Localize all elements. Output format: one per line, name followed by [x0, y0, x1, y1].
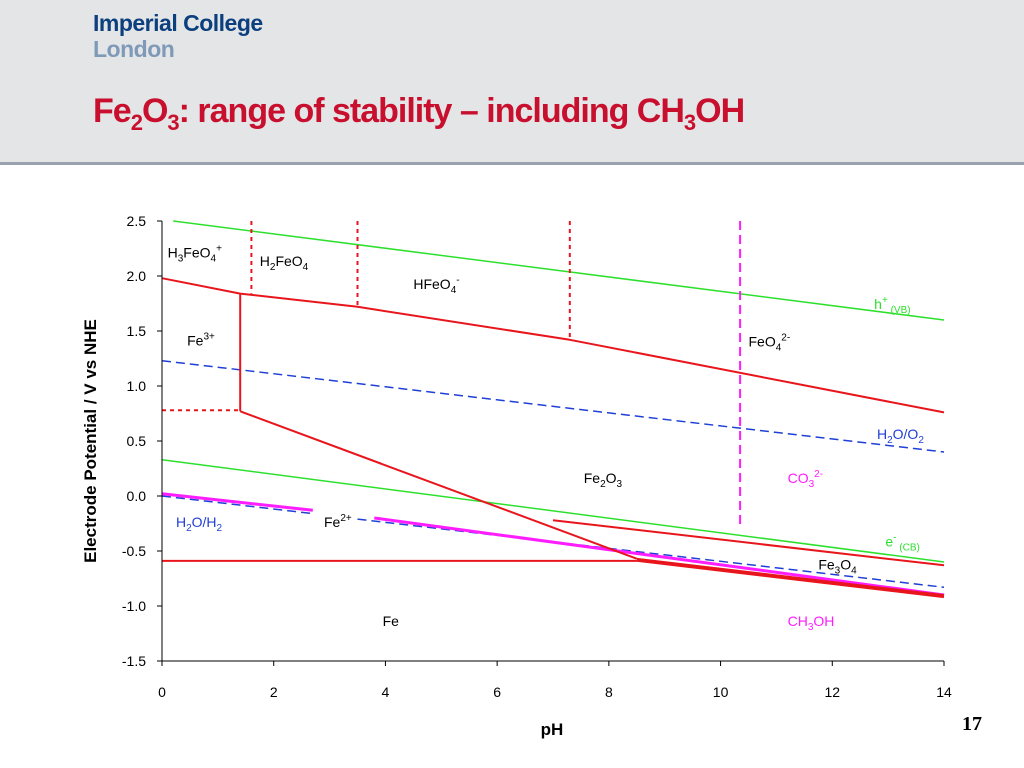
region-label: H2O/O2	[877, 426, 924, 446]
x-tick-label: 12	[824, 684, 840, 700]
y-tick-label: -1.5	[122, 653, 146, 669]
region-label: e- (CB)	[885, 533, 919, 554]
y-tick-label: 0.5	[127, 433, 147, 449]
y-axis-label: Electrode Potential / V vs NHE	[81, 319, 100, 563]
y-tick-label: 0.0	[127, 488, 147, 504]
slide-header: Imperial College London Fe2O3: range of …	[0, 0, 1024, 165]
series-line-0	[173, 220, 945, 321]
region-label: FeO42-	[749, 332, 791, 353]
series-line-3	[161, 495, 313, 515]
logo-line-1: Imperial College	[93, 10, 263, 36]
series-line-8	[161, 277, 945, 414]
x-tick-label: 8	[605, 684, 613, 700]
region-label: H3FeO4+	[168, 243, 222, 264]
region-label: Fe2O3	[584, 470, 623, 490]
region-label: HFeO4-	[413, 275, 459, 296]
region-label: h+ (VB)	[874, 295, 910, 316]
region-label: H2FeO4	[260, 253, 309, 273]
x-tick-label: 6	[493, 684, 501, 700]
region-label: Fe3O4	[818, 557, 857, 577]
y-tick-label: 1.0	[127, 378, 147, 394]
y-tick-label: 2.0	[127, 268, 147, 284]
region-label: Fe2+	[324, 513, 352, 530]
y-tick-label: -1.0	[122, 598, 146, 614]
y-tick-label: -0.5	[122, 543, 146, 559]
imperial-college-logo: Imperial College London	[93, 10, 263, 62]
y-tick-label: 2.5	[127, 213, 147, 229]
region-label: H2O/H2	[176, 514, 223, 534]
x-tick-label: 4	[382, 684, 390, 700]
region-label: Fe3+	[187, 331, 215, 348]
series-line-12	[636, 557, 945, 599]
series-line-1	[161, 458, 945, 563]
region-label: CH3OH	[788, 613, 835, 633]
x-tick-label: 10	[713, 684, 729, 700]
region-label: Fe	[383, 613, 400, 629]
series-line-5	[161, 492, 313, 512]
y-tick-label: 1.5	[127, 323, 147, 339]
slide-title: Fe2O3: range of stability – including CH…	[93, 92, 745, 135]
x-axis-label: pH	[541, 720, 564, 739]
page-number: 17	[962, 713, 982, 735]
series-line-11	[552, 519, 945, 567]
series-line-2	[161, 359, 945, 453]
series-line-4	[357, 518, 945, 589]
logo-line-2: London	[93, 36, 175, 62]
x-tick-label: 0	[158, 684, 166, 700]
region-label: CO32-	[788, 469, 823, 490]
series-line-10	[239, 410, 638, 560]
x-tick-label: 14	[936, 684, 952, 700]
series-line-6	[374, 516, 945, 597]
x-tick-label: 2	[270, 684, 278, 700]
